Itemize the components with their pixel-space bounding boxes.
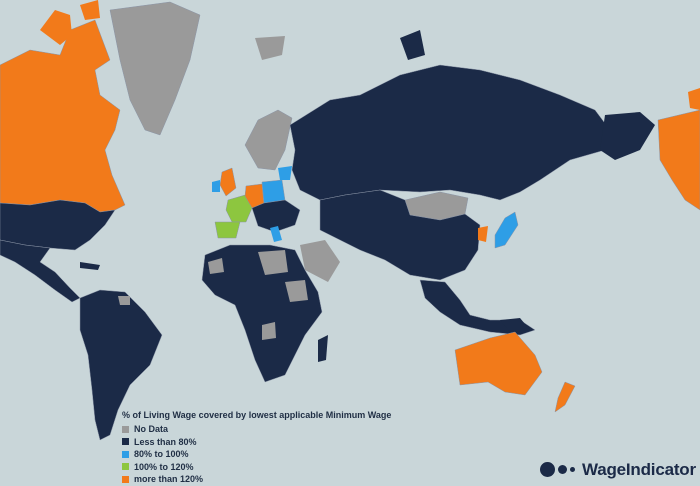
africa-nodata-4	[262, 322, 276, 340]
wageindicator-logo[interactable]: WageIndicator	[540, 458, 696, 482]
africa-nodata-3	[285, 280, 308, 302]
uk[interactable]	[219, 167, 237, 197]
new-zealand[interactable]	[554, 381, 576, 413]
legend-label: 100% to 120%	[134, 461, 194, 472]
legend-label: No Data	[134, 424, 169, 435]
china-asia[interactable]	[319, 189, 481, 281]
italy-greece[interactable]	[270, 226, 282, 242]
novaya-zemlya	[400, 30, 425, 60]
legend-swatch	[122, 438, 129, 446]
legend-item-100-to-120: 100% to 120%	[122, 461, 391, 474]
legend-label: more than 120%	[134, 474, 204, 485]
legend-label: Less than 80%	[134, 436, 197, 447]
africa[interactable]	[201, 244, 323, 383]
legend-swatch	[122, 450, 129, 458]
legend-title: % of Living Wage covered by lowest appli…	[122, 410, 392, 420]
scandinavia[interactable]	[244, 109, 293, 171]
australia[interactable]	[454, 331, 543, 396]
brand-name: WageIndicator	[582, 460, 696, 479]
africa-nodata-2	[208, 258, 224, 274]
japan[interactable]	[494, 211, 519, 249]
middle-east-nodata[interactable]	[300, 240, 340, 282]
iceland	[255, 36, 285, 60]
poland[interactable]	[261, 179, 286, 204]
ireland[interactable]	[212, 180, 220, 192]
logo-dots-icon	[540, 458, 578, 482]
central-europe[interactable]	[251, 199, 301, 233]
greenland[interactable]	[109, 1, 201, 136]
caribbean	[80, 262, 100, 270]
baltics[interactable]	[278, 166, 292, 180]
legend-item-more-than-120: more than 120%	[122, 473, 391, 486]
russia-east	[600, 112, 655, 160]
alaska-islands	[688, 88, 700, 110]
guiana-nodata	[118, 296, 130, 305]
legend-item-80-to-100: 80% to 100%	[122, 448, 391, 461]
alaska[interactable]	[657, 109, 700, 211]
south-america[interactable]	[79, 289, 163, 441]
arctic-islands	[40, 0, 100, 45]
legend-swatch	[122, 425, 129, 433]
legend: % of Living Wage covered by lowest appli…	[122, 410, 391, 486]
africa-nodata-1	[258, 250, 288, 275]
legend-item-no-data: No Data	[122, 423, 391, 436]
legend-item-less-than-80: Less than 80%	[122, 436, 391, 449]
legend-swatch	[122, 475, 129, 483]
spain[interactable]	[214, 221, 241, 239]
legend-swatch	[122, 463, 129, 471]
korea[interactable]	[478, 226, 488, 242]
new-guinea	[500, 318, 530, 332]
madagascar	[318, 335, 328, 362]
legend-label: 80% to 100%	[134, 449, 189, 460]
